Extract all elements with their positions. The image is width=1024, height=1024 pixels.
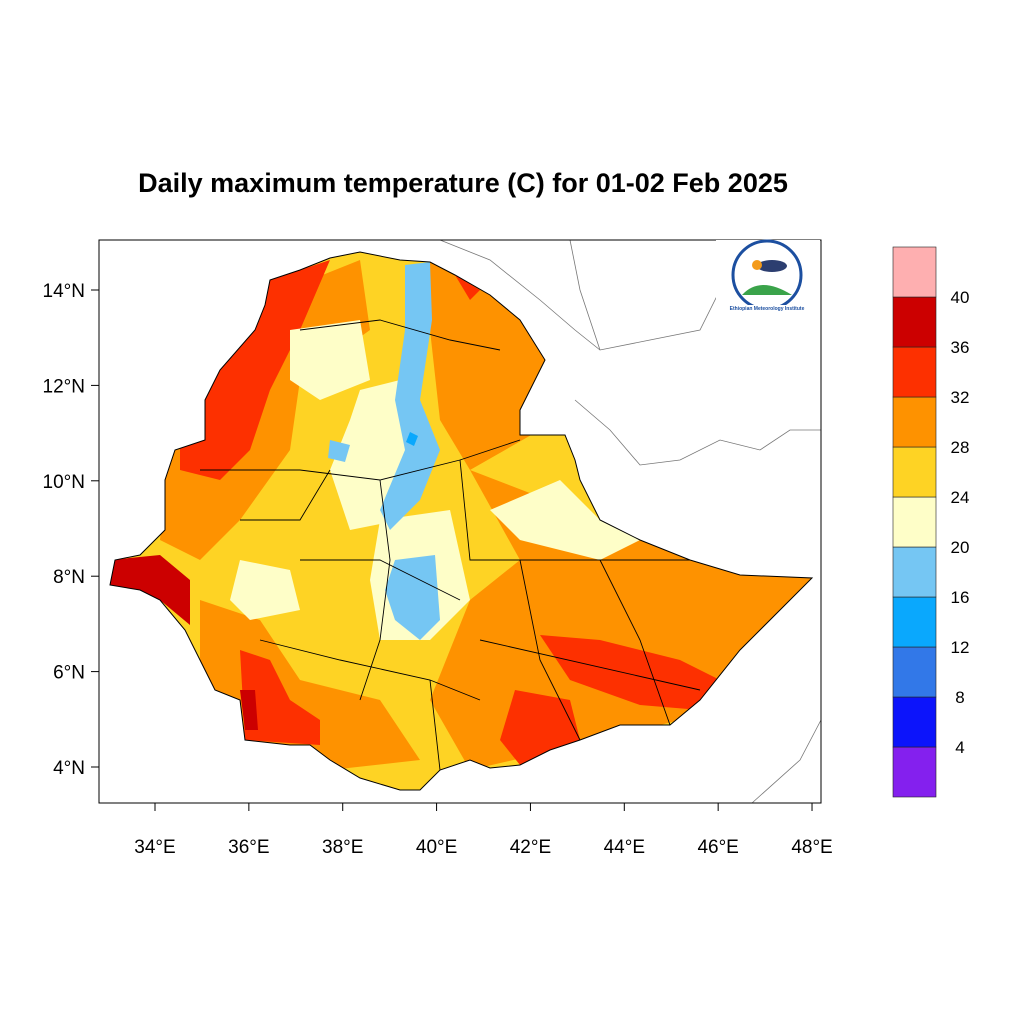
colorbar-swatch — [892, 396, 937, 448]
fill-16-20-patch — [328, 440, 350, 462]
neighbor-boundary — [574, 399, 821, 466]
colorbar-label: 28 — [951, 438, 970, 457]
colorbar-swatch — [892, 296, 937, 348]
x-tick-label: 44°E — [604, 837, 645, 858]
admin-boundary — [240, 469, 331, 521]
fill-12-16-patch — [406, 432, 418, 446]
fill-36-40-gambela — [110, 555, 190, 625]
x-tick-label: 36°E — [228, 837, 269, 858]
fill-32-36-west — [180, 260, 330, 480]
colorbar-label: 24 — [951, 488, 970, 507]
colorbar-label: 8 — [955, 688, 964, 707]
colorbar-label: 12 — [951, 638, 970, 657]
y-tick-label: 4°N — [53, 758, 85, 779]
x-tick-label: 48°E — [791, 837, 832, 858]
fill-16-20-rift-south — [385, 555, 440, 640]
admin-boundary — [599, 559, 671, 726]
neighbor-boundary — [751, 719, 822, 804]
fill-32-36-southwest — [240, 650, 320, 745]
fill-36-40-omo — [240, 690, 258, 730]
colorbar-swatch — [892, 746, 937, 798]
fill-20-24-north — [290, 320, 370, 400]
x-tick-label: 46°E — [697, 837, 738, 858]
fill-32-36-north — [455, 275, 480, 300]
colorbar-label: 20 — [951, 538, 970, 557]
fill-32-36-southeast — [540, 635, 720, 710]
admin-borders — [200, 319, 701, 771]
admin-boundary — [429, 679, 441, 771]
admin-boundary — [259, 639, 481, 701]
x-tick-label: 34°E — [134, 837, 175, 858]
colorbar-legend: 4 8 12 16 20 24 28 32 36 40 — [892, 246, 970, 798]
ethiopian-meteorology-institute-logo: Ethiopian Meteorology Institute — [716, 239, 820, 314]
colorbar-swatch — [892, 246, 937, 298]
colorbar-label: 16 — [951, 588, 970, 607]
colorbar-swatch — [892, 646, 937, 698]
x-tick-label: 38°E — [322, 837, 363, 858]
admin-boundary — [299, 319, 501, 351]
y-tick-label: 12°N — [43, 376, 85, 397]
svg-text:Ethiopian Meteorology Institut: Ethiopian Meteorology Institute — [730, 306, 805, 312]
colorbar-label: 4 — [955, 738, 964, 757]
neighbor-borders — [439, 239, 822, 804]
x-tick-label: 40°E — [416, 837, 457, 858]
ethiopia-border — [109, 251, 814, 791]
x-tick-label: 42°E — [510, 837, 551, 858]
y-tick-label: 10°N — [43, 472, 85, 493]
colorbar-swatch — [892, 496, 937, 548]
fill-20-24-west — [230, 560, 300, 620]
colorbar-swatch — [892, 346, 937, 398]
plot-frame — [98, 239, 822, 804]
colorbar-swatch — [892, 446, 937, 498]
colorbar-label: 36 — [951, 338, 970, 357]
colorbar-label: 32 — [951, 388, 970, 407]
admin-boundary — [519, 559, 581, 741]
admin-boundary — [359, 479, 391, 701]
fill-20-24-east — [490, 480, 640, 560]
y-tick-label: 14°N — [43, 281, 85, 302]
y-tick-label: 8°N — [53, 567, 85, 588]
y-tick-label: 6°N — [53, 663, 85, 684]
admin-boundary — [300, 559, 461, 601]
neighbor-boundary — [569, 239, 601, 351]
colorbar-swatch — [892, 696, 937, 748]
colorbar-swatch — [892, 596, 937, 648]
map-title: Daily maximum temperature (C) for 01-02 … — [138, 168, 788, 198]
colorbar-swatch — [892, 546, 937, 598]
colorbar-label: 40 — [951, 288, 970, 307]
fill-16-20-rift-north — [380, 262, 440, 530]
admin-boundary — [479, 639, 701, 691]
